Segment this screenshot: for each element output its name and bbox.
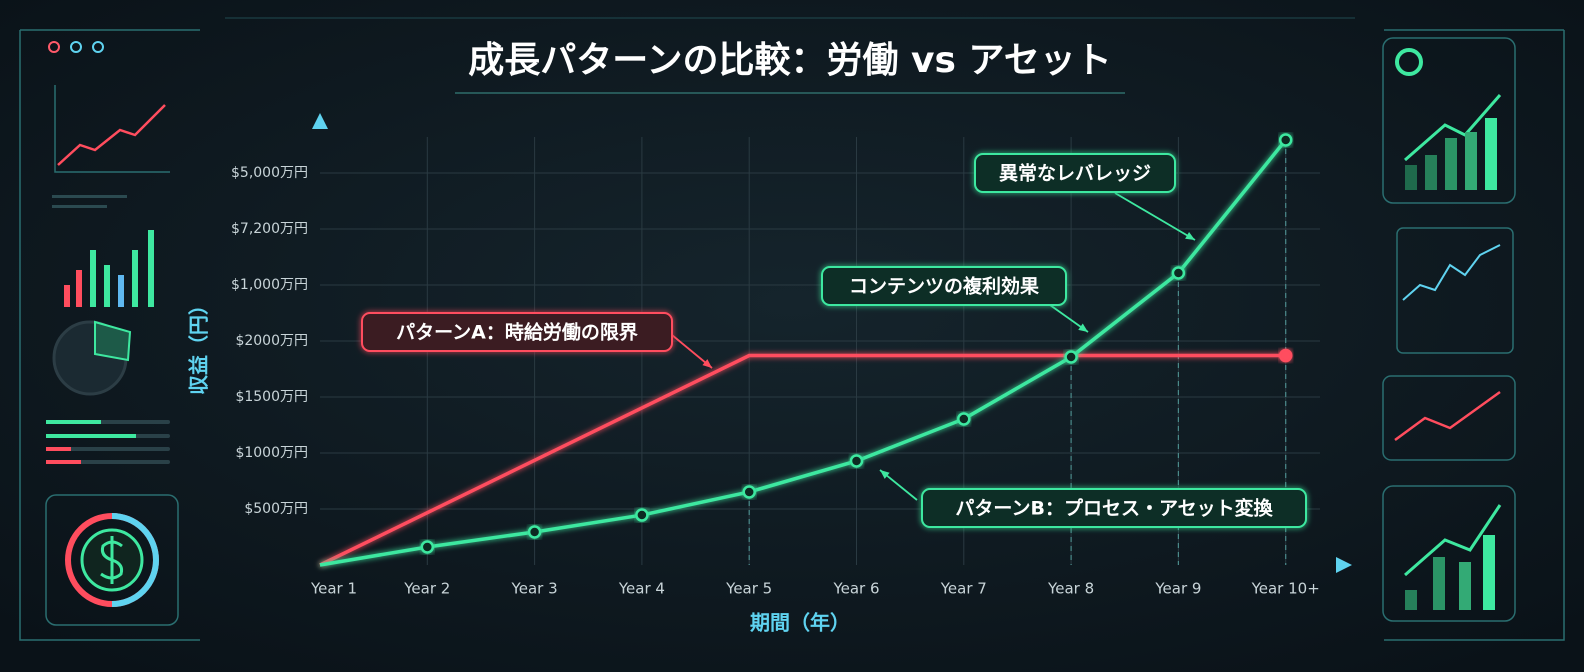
point — [1278, 348, 1293, 363]
point — [957, 412, 971, 426]
point — [742, 485, 756, 499]
series-line — [319, 138, 1288, 567]
annotation-leader — [1114, 192, 1196, 241]
x-tick-label: Year 1 — [310, 580, 357, 598]
annotation-arrowhead — [880, 470, 890, 479]
point — [849, 454, 864, 468]
annotation-text: 異常なレバレッジ — [999, 162, 1151, 185]
left-panel — [45, 41, 179, 626]
point — [635, 508, 649, 522]
y-tick-label: $1,000万円 — [231, 277, 308, 293]
annotation-box — [974, 153, 1176, 193]
x-tick-label: Year 6 — [832, 580, 879, 598]
point — [1278, 133, 1293, 147]
point — [1064, 350, 1078, 364]
y-tick-label: $2000万円 — [235, 333, 308, 349]
y-tick-label: $5,000万円 — [231, 165, 308, 181]
annotation-box — [821, 266, 1067, 306]
point — [420, 540, 435, 554]
x-tick-label: Year 5 — [725, 580, 772, 598]
annotation-box — [921, 488, 1307, 528]
y-tick-label: $1500万円 — [235, 389, 308, 405]
right-panel — [1382, 37, 1516, 622]
annotation-text: パターンB：プロセス・アセット変換 — [955, 497, 1273, 520]
x-tick-label: Year 2 — [403, 580, 450, 598]
x-tick-label: Year 3 — [511, 580, 558, 598]
x-tick-label: Year 8 — [1047, 580, 1094, 598]
point — [1171, 266, 1186, 280]
annotation-arrowhead — [702, 359, 712, 368]
series-line — [319, 353, 1286, 567]
annotation-arrowhead — [1185, 231, 1195, 240]
annotation-text: パターンA：時給労働の限界 — [396, 321, 638, 344]
x-tick-label: Year 9 — [1154, 580, 1201, 598]
x-tick-label: Year 7 — [940, 580, 987, 598]
x-tick-label: Year 4 — [618, 580, 665, 598]
y-tick-label: $1000万円 — [235, 445, 308, 461]
plot: $500万円 $1000万円 $1500万円 $2000万円 $1,000万円 $7,20… — [231, 113, 1352, 598]
x-tick-label: Year 10+ — [1251, 580, 1320, 598]
annotation-text: コンテンツの複利効果 — [849, 275, 1039, 298]
frame — [19, 29, 1565, 641]
annotation-arrowhead — [1078, 323, 1088, 332]
y-axis-arrow — [312, 113, 328, 129]
point — [527, 525, 542, 539]
annotation-box — [361, 312, 673, 352]
x-axis-arrow — [1336, 557, 1352, 573]
y-tick-label: $500万円 — [244, 501, 308, 517]
chart-title: 成長パターンの比較：労働 vs アセット — [468, 40, 1111, 81]
y-tick-label: $7,200万円 — [231, 221, 308, 237]
x-axis-label: 期間（年） — [750, 611, 850, 635]
y-axis-label: 収益（円） — [187, 295, 211, 395]
